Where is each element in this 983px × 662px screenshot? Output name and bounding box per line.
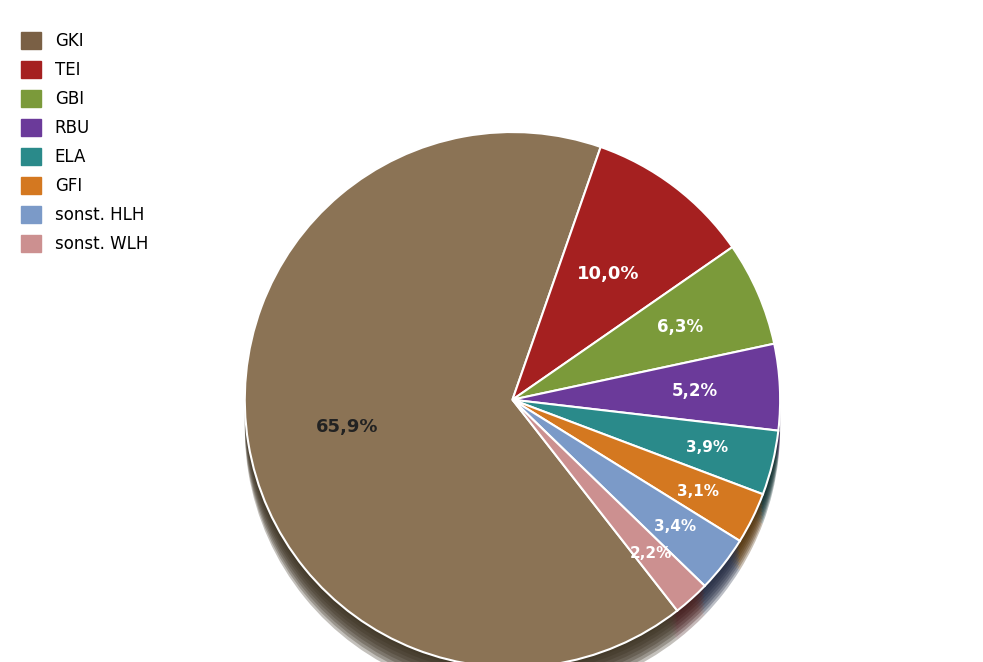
Wedge shape bbox=[512, 422, 740, 608]
Wedge shape bbox=[512, 258, 775, 410]
Wedge shape bbox=[512, 358, 781, 446]
Wedge shape bbox=[512, 410, 705, 622]
Wedge shape bbox=[245, 147, 677, 662]
Text: 6,3%: 6,3% bbox=[657, 318, 703, 336]
Wedge shape bbox=[245, 139, 677, 662]
Wedge shape bbox=[512, 410, 763, 552]
Wedge shape bbox=[512, 429, 779, 524]
Wedge shape bbox=[512, 147, 732, 400]
Wedge shape bbox=[512, 425, 763, 567]
Wedge shape bbox=[512, 425, 705, 636]
Wedge shape bbox=[512, 429, 740, 615]
Text: 2,2%: 2,2% bbox=[629, 546, 672, 561]
Wedge shape bbox=[512, 158, 732, 410]
Wedge shape bbox=[512, 422, 705, 632]
Wedge shape bbox=[512, 344, 781, 431]
Wedge shape bbox=[512, 403, 740, 590]
Wedge shape bbox=[512, 418, 779, 512]
Wedge shape bbox=[245, 143, 677, 662]
Wedge shape bbox=[512, 400, 740, 586]
Wedge shape bbox=[512, 407, 740, 593]
Text: 3,1%: 3,1% bbox=[677, 484, 719, 498]
Wedge shape bbox=[512, 355, 781, 442]
Wedge shape bbox=[512, 429, 705, 640]
Wedge shape bbox=[512, 418, 740, 604]
Wedge shape bbox=[512, 414, 763, 555]
Wedge shape bbox=[245, 158, 677, 662]
Wedge shape bbox=[512, 254, 775, 407]
Wedge shape bbox=[245, 154, 677, 662]
Wedge shape bbox=[512, 400, 779, 495]
Text: 10,0%: 10,0% bbox=[577, 265, 639, 283]
Wedge shape bbox=[512, 369, 781, 456]
Wedge shape bbox=[512, 400, 763, 541]
Wedge shape bbox=[512, 247, 775, 400]
Wedge shape bbox=[512, 422, 763, 563]
Text: 5,2%: 5,2% bbox=[671, 382, 718, 400]
Wedge shape bbox=[512, 425, 779, 520]
Wedge shape bbox=[512, 403, 705, 614]
Wedge shape bbox=[512, 269, 775, 422]
Wedge shape bbox=[512, 351, 781, 438]
Wedge shape bbox=[512, 400, 705, 610]
Wedge shape bbox=[512, 414, 779, 509]
Wedge shape bbox=[512, 425, 740, 612]
Wedge shape bbox=[245, 150, 677, 662]
Legend: GKI, TEI, GBI, RBU, ELA, GFI, sonst. HLH, sonst. WLH: GKI, TEI, GBI, RBU, ELA, GFI, sonst. HLH… bbox=[18, 28, 151, 256]
Text: 3,9%: 3,9% bbox=[686, 440, 728, 455]
Wedge shape bbox=[512, 373, 781, 460]
Text: 65,9%: 65,9% bbox=[317, 418, 378, 436]
Wedge shape bbox=[512, 365, 781, 453]
Wedge shape bbox=[512, 403, 779, 498]
Wedge shape bbox=[512, 414, 705, 625]
Wedge shape bbox=[512, 362, 781, 449]
Text: 3,4%: 3,4% bbox=[655, 520, 697, 534]
Wedge shape bbox=[512, 403, 763, 545]
Wedge shape bbox=[512, 407, 705, 618]
Wedge shape bbox=[512, 166, 732, 418]
Wedge shape bbox=[512, 154, 732, 407]
Wedge shape bbox=[512, 169, 732, 422]
Wedge shape bbox=[512, 418, 763, 559]
Wedge shape bbox=[512, 151, 732, 403]
Wedge shape bbox=[512, 162, 732, 414]
Wedge shape bbox=[512, 407, 779, 502]
Wedge shape bbox=[245, 162, 677, 662]
Wedge shape bbox=[512, 422, 779, 516]
Wedge shape bbox=[512, 407, 763, 548]
Wedge shape bbox=[512, 265, 775, 418]
Wedge shape bbox=[512, 410, 740, 597]
Wedge shape bbox=[512, 429, 763, 570]
Wedge shape bbox=[512, 418, 705, 629]
Wedge shape bbox=[512, 173, 732, 425]
Wedge shape bbox=[512, 273, 775, 425]
Wedge shape bbox=[245, 136, 677, 662]
Wedge shape bbox=[512, 276, 775, 429]
Wedge shape bbox=[512, 261, 775, 414]
Wedge shape bbox=[512, 414, 740, 600]
Wedge shape bbox=[512, 251, 775, 403]
Wedge shape bbox=[512, 348, 781, 434]
Wedge shape bbox=[245, 132, 677, 662]
Wedge shape bbox=[512, 176, 732, 429]
Wedge shape bbox=[512, 410, 779, 505]
